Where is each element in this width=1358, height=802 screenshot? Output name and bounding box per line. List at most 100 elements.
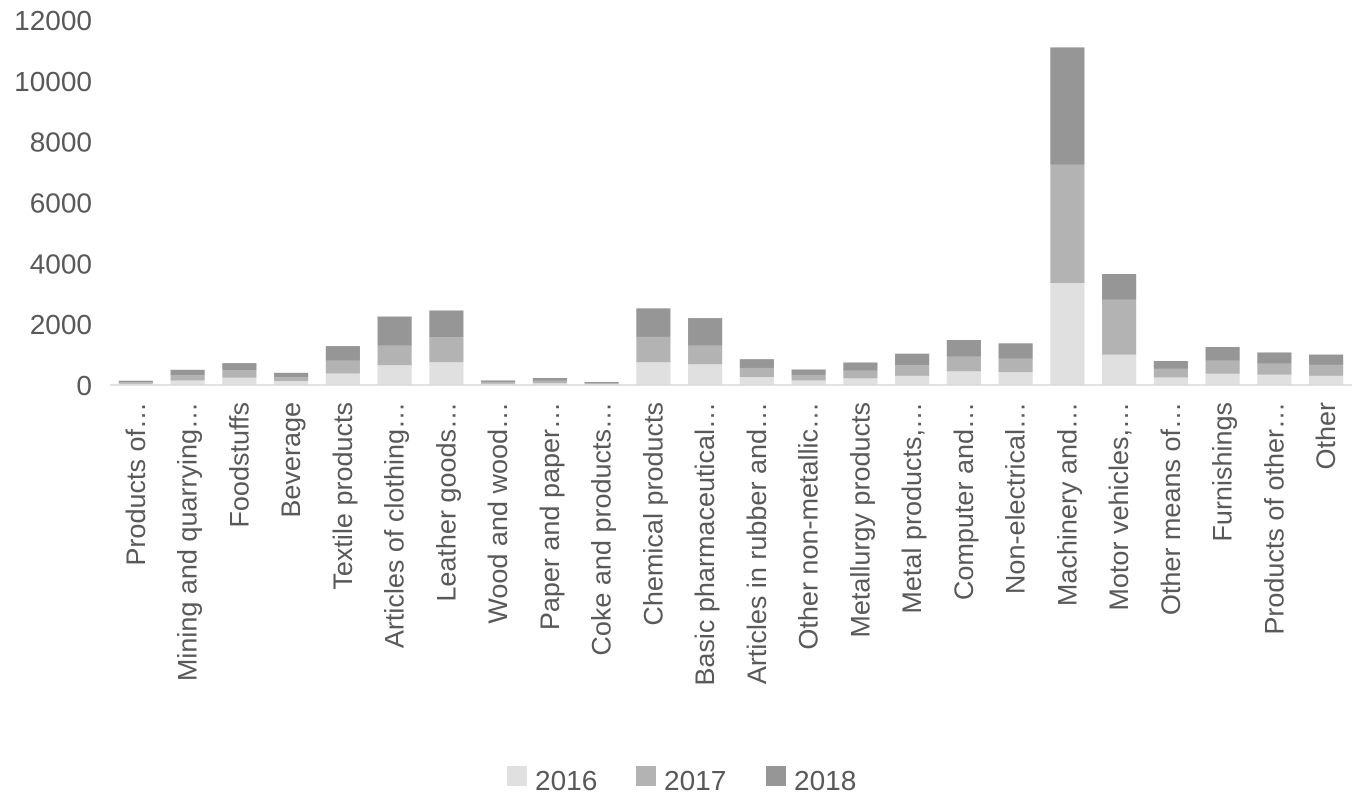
y-tick-label: 2000 bbox=[30, 309, 92, 340]
bar-2016-14 bbox=[843, 378, 877, 385]
bar-2016-19 bbox=[1102, 355, 1136, 385]
bar-2018-19 bbox=[1102, 274, 1136, 300]
bar-2016-20 bbox=[1154, 377, 1188, 385]
bar-2017-11 bbox=[688, 345, 722, 364]
bar-2016-17 bbox=[999, 372, 1033, 385]
category-label: Furnishings bbox=[1208, 402, 1238, 542]
category-label: Other means of… bbox=[1156, 402, 1186, 615]
legend-label-2016: 2016 bbox=[535, 765, 597, 796]
category-label: Computer and… bbox=[949, 402, 979, 600]
y-tick-label: 12000 bbox=[14, 5, 92, 36]
category-label: Other bbox=[1311, 402, 1341, 470]
bar-2017-19 bbox=[1102, 300, 1136, 355]
bar-2018-20 bbox=[1154, 361, 1188, 369]
category-label: Paper and paper… bbox=[535, 402, 565, 630]
category-label: Foodstuffs bbox=[224, 402, 254, 528]
bar-2018-17 bbox=[999, 343, 1033, 358]
bar-2017-5 bbox=[378, 345, 412, 365]
bar-2017-10 bbox=[636, 337, 670, 362]
bar-2018-11 bbox=[688, 318, 722, 345]
bar-2017-15 bbox=[895, 365, 929, 376]
bar-2016-16 bbox=[947, 371, 981, 385]
bar-2017-9 bbox=[585, 383, 619, 384]
legend-swatch-2017 bbox=[636, 766, 656, 786]
category-label: Mining and quarrying… bbox=[173, 402, 203, 681]
category-label: Other non-metallic… bbox=[794, 402, 824, 650]
bar-2017-8 bbox=[533, 381, 567, 383]
bar-2018-14 bbox=[843, 362, 877, 370]
legend-swatch-2018 bbox=[766, 766, 786, 786]
bar-2016-2 bbox=[222, 378, 256, 385]
bar-2017-13 bbox=[792, 375, 826, 380]
bar-2016-21 bbox=[1206, 374, 1240, 385]
bar-2016-18 bbox=[1050, 283, 1084, 385]
category-label: Textile products bbox=[328, 402, 358, 590]
bar-2016-23 bbox=[1309, 376, 1343, 385]
bar-2018-7 bbox=[481, 380, 515, 382]
category-label: Basic pharmaceutical… bbox=[690, 402, 720, 686]
category-label: Metal products,… bbox=[897, 402, 927, 614]
category-labels: Products of… Mining and quarrying… Foodstu… bbox=[121, 402, 1341, 686]
bar-2018-4 bbox=[326, 346, 360, 361]
bar-2017-21 bbox=[1206, 361, 1240, 374]
category-label: Products of… bbox=[121, 402, 151, 566]
bar-2017-20 bbox=[1154, 369, 1188, 378]
bar-2017-0 bbox=[119, 382, 153, 384]
bar-2017-4 bbox=[326, 361, 360, 374]
bar-2017-18 bbox=[1050, 164, 1084, 283]
category-label: Leather goods… bbox=[431, 402, 461, 602]
category-label: Metallurgy products bbox=[845, 402, 875, 638]
y-tick-label: 10000 bbox=[14, 66, 92, 97]
legend-swatch-2016 bbox=[507, 766, 527, 786]
bar-2017-7 bbox=[481, 382, 515, 384]
bar-2018-18 bbox=[1050, 47, 1084, 164]
bar-2018-10 bbox=[636, 308, 670, 337]
category-label: Beverage bbox=[276, 402, 306, 518]
bar-2018-22 bbox=[1257, 352, 1291, 363]
y-tick-label: 8000 bbox=[30, 127, 92, 158]
bar-2017-2 bbox=[222, 370, 256, 378]
bar-2017-23 bbox=[1309, 365, 1343, 376]
bar-2018-3 bbox=[274, 373, 308, 377]
bar-2017-3 bbox=[274, 377, 308, 381]
category-label: Machinery and… bbox=[1052, 402, 1082, 606]
bar-2017-12 bbox=[740, 368, 774, 377]
bar-2018-15 bbox=[895, 354, 929, 366]
bar-2017-14 bbox=[843, 371, 877, 379]
y-tick-label: 4000 bbox=[30, 248, 92, 279]
bar-2016-22 bbox=[1257, 375, 1291, 385]
legend: 2016 2017 2018 bbox=[507, 765, 856, 796]
legend-label-2017: 2017 bbox=[664, 765, 726, 796]
bar-2017-16 bbox=[947, 357, 981, 372]
category-label: Articles of clothing… bbox=[380, 402, 410, 648]
bar-2016-4 bbox=[326, 373, 360, 385]
legend-label-2018: 2018 bbox=[794, 765, 856, 796]
bar-2018-0 bbox=[119, 381, 153, 383]
y-axis: 0 2000 4000 6000 8000 10000 12000 bbox=[14, 5, 92, 401]
bar-2018-12 bbox=[740, 359, 774, 368]
bar-2018-2 bbox=[222, 363, 256, 370]
y-tick-label: 6000 bbox=[30, 188, 92, 219]
category-label: Chemical products bbox=[638, 402, 668, 626]
bar-2017-17 bbox=[999, 359, 1033, 373]
y-tick-label: 0 bbox=[76, 370, 92, 401]
category-label: Wood and wood… bbox=[483, 402, 513, 624]
category-label: Coke and products… bbox=[587, 402, 617, 656]
bar-2016-11 bbox=[688, 364, 722, 385]
bar-2017-22 bbox=[1257, 364, 1291, 375]
bar-2018-9 bbox=[585, 382, 619, 383]
bar-2018-23 bbox=[1309, 355, 1343, 365]
bar-2016-10 bbox=[636, 362, 670, 385]
bar-2017-6 bbox=[429, 337, 463, 362]
bar-2018-6 bbox=[429, 310, 463, 337]
category-label: Products of other… bbox=[1259, 402, 1289, 635]
bar-2016-15 bbox=[895, 376, 929, 385]
bar-2016-5 bbox=[378, 365, 412, 385]
bar-2018-5 bbox=[378, 317, 412, 346]
category-label: Motor vehicles,… bbox=[1104, 402, 1134, 611]
bars bbox=[119, 47, 1343, 385]
bar-2016-6 bbox=[429, 362, 463, 385]
bar-2016-12 bbox=[740, 377, 774, 385]
bar-2018-8 bbox=[533, 378, 567, 381]
